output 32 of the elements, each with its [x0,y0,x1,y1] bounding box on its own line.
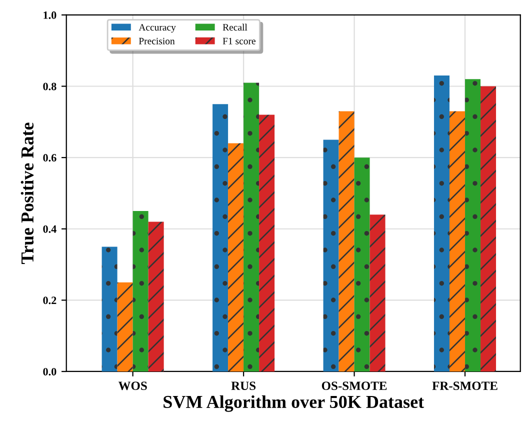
x-tick-label: OS-SMOTE [322,382,387,390]
legend-label: F1 score [222,38,256,44]
bar [434,76,450,372]
y-tick-label: 0.6 [43,154,56,162]
bar [132,211,148,372]
bar [480,86,496,372]
bar [212,104,228,372]
y-tick-label: 0.8 [43,82,56,90]
bar [323,140,339,372]
y-tick-label: 0.0 [43,368,56,376]
bar [259,114,275,372]
legend-label: Recall [222,24,248,31]
x-tick-label: FR-SMOTE [432,382,498,390]
x-tick-label: RUS [231,382,256,390]
x-tick-label: WOS [118,382,147,390]
y-axis-title: True Positive Rate [20,122,34,264]
x-axis-title: SVM Algorithm over 50K Dataset [164,395,424,412]
bar [117,282,133,372]
bar [465,79,481,372]
bar [102,246,118,372]
y-tick-label: 0.2 [43,296,56,304]
bar [244,82,260,372]
bar [148,222,164,372]
legend-label: Precision [138,38,175,44]
y-tick-label: 1.0 [44,11,56,19]
bar [338,111,354,372]
y-tick-label: 0.4 [43,225,56,233]
bar [354,158,370,372]
legend-label: Accuracy [138,24,176,33]
bar [370,214,386,372]
bar [450,111,466,372]
bar [228,143,244,372]
